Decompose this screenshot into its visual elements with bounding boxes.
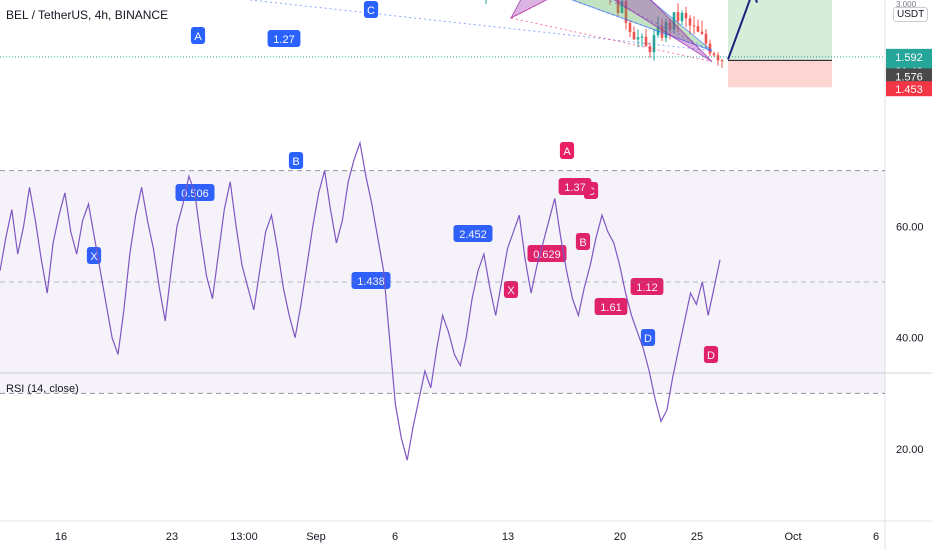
candle-body <box>692 25 696 27</box>
candle-body <box>640 36 644 38</box>
pattern1-point-a-bg <box>190 27 206 44</box>
pattern2-triangle-bcd <box>613 0 713 63</box>
pattern1-ratio: 2.452 <box>459 229 487 241</box>
pattern2-point-x-bg <box>503 281 519 298</box>
candle-body <box>684 12 688 19</box>
pattern2-point-x: X <box>507 285 515 297</box>
pattern2-point-a: A <box>563 146 571 158</box>
candle-body <box>680 12 684 22</box>
time-tick-label: 20 <box>614 531 626 543</box>
candle-body <box>712 53 716 56</box>
candle-body <box>720 60 724 62</box>
time-tick-label: 23 <box>166 531 178 543</box>
rsi-tick-label: 20.00 <box>896 444 924 456</box>
pattern1-ratio: 1.61 <box>600 302 621 314</box>
candle-body <box>668 22 672 30</box>
candle-body <box>664 22 668 38</box>
loss-zone <box>728 60 832 88</box>
time-tick-label: 6 <box>873 531 879 543</box>
pattern1-ratio-bg <box>594 298 628 315</box>
pattern2-point-b: B <box>579 237 586 249</box>
price-label-stop-bg <box>886 81 932 97</box>
time-tick-label: 25 <box>691 531 703 543</box>
candle-body <box>624 0 628 23</box>
candle-body <box>632 31 636 40</box>
candle-body <box>696 26 700 32</box>
candle-body <box>652 35 656 53</box>
projection-arrow <box>727 0 751 60</box>
currency-button[interactable]: USDT <box>893 7 929 22</box>
pattern2-ratio: 1.12 <box>636 282 657 294</box>
price-label-last-bg <box>886 48 932 64</box>
candle-body <box>636 37 640 40</box>
time-tick-label: Sep <box>306 531 326 543</box>
candle-body <box>716 55 720 61</box>
pattern1-point-x: X <box>90 251 98 263</box>
pattern2-ratio-bg <box>630 278 664 295</box>
pattern2-point-a-bg <box>559 142 575 159</box>
candle-body <box>644 36 648 47</box>
pattern1-point-b: B <box>292 156 299 168</box>
rsi-tick-label: 60.00 <box>896 221 924 233</box>
candle-body <box>628 22 632 32</box>
candle-body <box>620 0 624 14</box>
time-tick-label: 13:00 <box>230 531 258 543</box>
symbol-title: BEL / TetherUS, 4h, BINANCE <box>6 8 169 22</box>
price-label-stop: 1.453 <box>895 84 923 96</box>
candle-body <box>688 18 692 26</box>
pattern1-point-d: D <box>707 350 715 362</box>
pattern1-point-c: C <box>367 5 375 17</box>
pattern1-point-c-bg <box>363 1 379 18</box>
rsi-line <box>0 140 721 461</box>
candle-body <box>676 12 680 22</box>
time-tick-label: 6 <box>392 531 398 543</box>
pattern1-ratio-bg <box>453 225 493 242</box>
price-label-last: 1.592 <box>895 52 923 64</box>
pattern1-point-d-bg <box>703 346 719 363</box>
top-price-tick: 3.000 <box>896 0 917 9</box>
pattern2-triangle-xab <box>509 0 548 20</box>
pattern1-ratio-bg <box>267 30 301 47</box>
candle-body <box>704 33 708 44</box>
time-tick-label: Oct <box>784 531 801 543</box>
candle-body <box>648 46 652 53</box>
pattern1-point-b-bg <box>288 152 304 169</box>
pattern2-ratio-line <box>510 17 713 63</box>
pattern1-ratio-bg <box>351 272 391 289</box>
pattern1-point-a: A <box>194 31 202 43</box>
time-tick-label: 16 <box>55 531 67 543</box>
pattern1-point-x-bg <box>86 247 102 264</box>
pattern2-ratio: 1.37 <box>564 182 585 194</box>
pattern2-point-d: D <box>644 333 652 345</box>
pattern2-point-b-bg <box>575 233 591 250</box>
price-label-entry-bg <box>886 68 932 84</box>
pattern2-point-d-bg <box>640 329 656 346</box>
pattern2-ratio-bg <box>558 178 592 195</box>
pattern1-ratio: 1.27 <box>273 34 294 46</box>
profit-zone <box>728 0 832 61</box>
rsi-tick-label: 40.00 <box>896 333 924 345</box>
pattern2-ratio-bg <box>527 245 567 262</box>
rsi-title: RSI (14, close) <box>6 383 79 395</box>
price-label-entry: 1.576 <box>895 71 923 83</box>
candle-body <box>700 31 704 34</box>
time-tick-label: 13 <box>502 531 514 543</box>
candle-body <box>616 0 620 14</box>
candle-body <box>672 12 676 30</box>
